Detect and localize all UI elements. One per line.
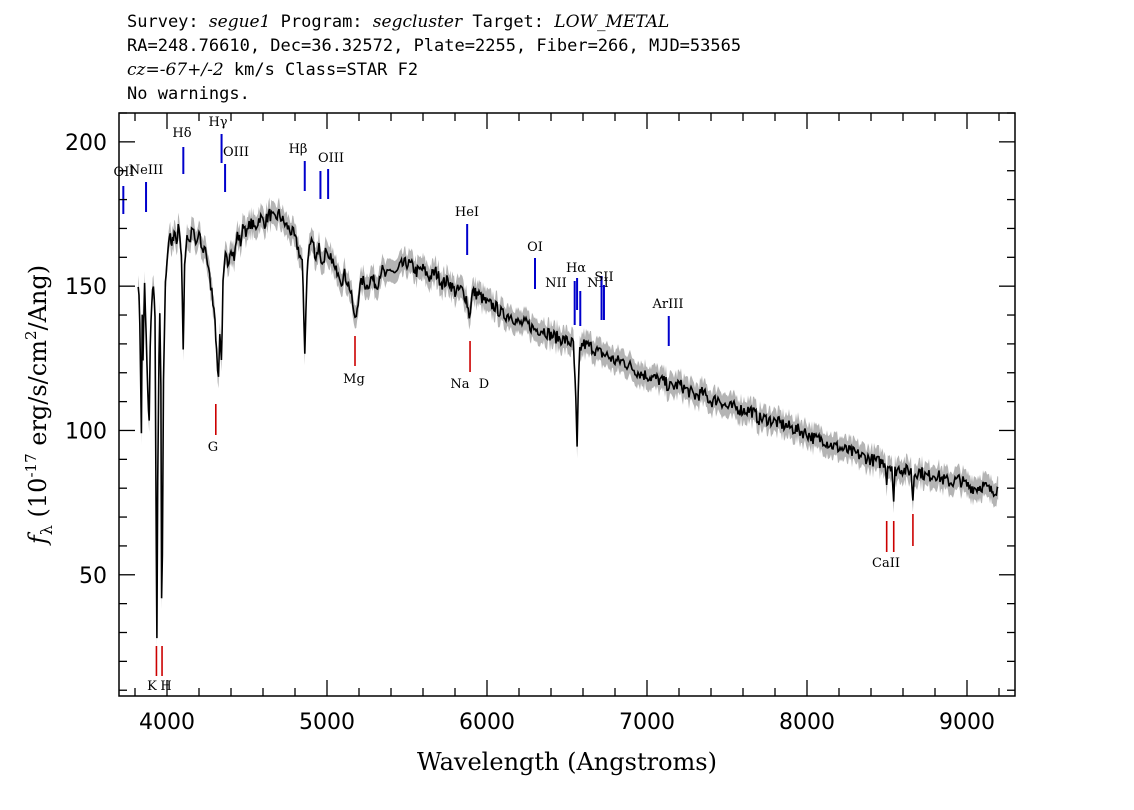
emission-line-label: Hβ	[289, 142, 308, 157]
emission-line-label: Hγ	[208, 115, 227, 130]
emission-line-label: SII	[594, 270, 613, 285]
x-tick-label: 8000	[779, 710, 835, 735]
axis-ticks: 4000 5000 6000 7000 8000 9000 50 100 150 200	[65, 112, 1015, 735]
plot-header: Survey: segue1 Program: segcluster Targe…	[127, 10, 741, 106]
emission-line-label: NII	[545, 276, 567, 291]
emission-line-label: NeIII	[129, 163, 163, 178]
x-tick-label: 7000	[619, 710, 675, 735]
emission-line-label: Hδ	[172, 126, 191, 141]
survey-value: segue1	[208, 12, 271, 32]
y-tick-label: 150	[65, 275, 107, 300]
emission-line-label: OIII	[223, 145, 249, 160]
redshift-value: cz=-67+/-2	[127, 60, 224, 80]
spectrum-series	[137, 208, 999, 639]
x-axis-title: Wavelength (Angstroms)	[417, 748, 717, 776]
absorption-line-label: Mg	[343, 372, 365, 387]
class-text: km/s Class=STAR F2	[223, 60, 419, 80]
absorption-line-label: K	[147, 679, 157, 694]
emission-line-label: OIII	[318, 151, 344, 166]
emission-line-label: Hα	[566, 261, 586, 276]
y-tick-label: 100	[65, 419, 107, 444]
program-label: Program:	[280, 12, 363, 32]
y-tick-label: 50	[79, 564, 107, 589]
y-tick-label: 200	[65, 131, 107, 156]
absorption-line-label: CaII	[872, 556, 900, 571]
target-value: LOW_METAL	[554, 12, 670, 32]
plot-frame	[118, 112, 1016, 697]
absorption-line-label: D	[479, 377, 489, 392]
x-tick-label: 5000	[299, 710, 355, 735]
program-value: segcluster	[372, 12, 463, 32]
emission-line-label: HeI	[455, 205, 479, 220]
header-line-2: RA=248.76610, Dec=36.32572, Plate=2255, …	[127, 36, 742, 56]
absorption-line-label: G	[208, 440, 218, 455]
x-tick-label: 9000	[939, 710, 995, 735]
absorption-line-label: H	[160, 679, 171, 694]
x-tick-label: 4000	[139, 710, 195, 735]
spectrum-line	[137, 208, 999, 639]
survey-label: Survey:	[127, 12, 199, 32]
header-line-4: No warnings.	[127, 84, 250, 104]
header-line-3: cz=-67+/-2 km/s Class=STAR F2	[127, 58, 741, 82]
target-label: Target:	[472, 12, 545, 32]
x-tick-label: 6000	[459, 710, 515, 735]
header-line-1: Survey: segue1 Program: segcluster Targe…	[127, 10, 741, 34]
emission-line-label: ArIII	[651, 297, 683, 312]
emission-line-label: OI	[527, 240, 543, 255]
absorption-line-label: Na	[450, 377, 469, 392]
y-axis-title: fλ (10-17 erg/s/cm2/Ang)	[22, 265, 56, 546]
